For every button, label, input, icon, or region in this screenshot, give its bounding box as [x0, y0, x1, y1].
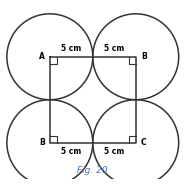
Text: A: A — [39, 52, 45, 61]
Text: 5 cm: 5 cm — [61, 147, 81, 156]
Text: Fig. 20: Fig. 20 — [77, 166, 108, 175]
Text: 5 cm: 5 cm — [104, 147, 124, 156]
Text: B: B — [141, 52, 147, 61]
Text: B: B — [39, 138, 45, 147]
Text: 5 cm: 5 cm — [104, 44, 124, 53]
Text: C: C — [141, 138, 146, 147]
Text: 5 cm: 5 cm — [61, 44, 81, 53]
